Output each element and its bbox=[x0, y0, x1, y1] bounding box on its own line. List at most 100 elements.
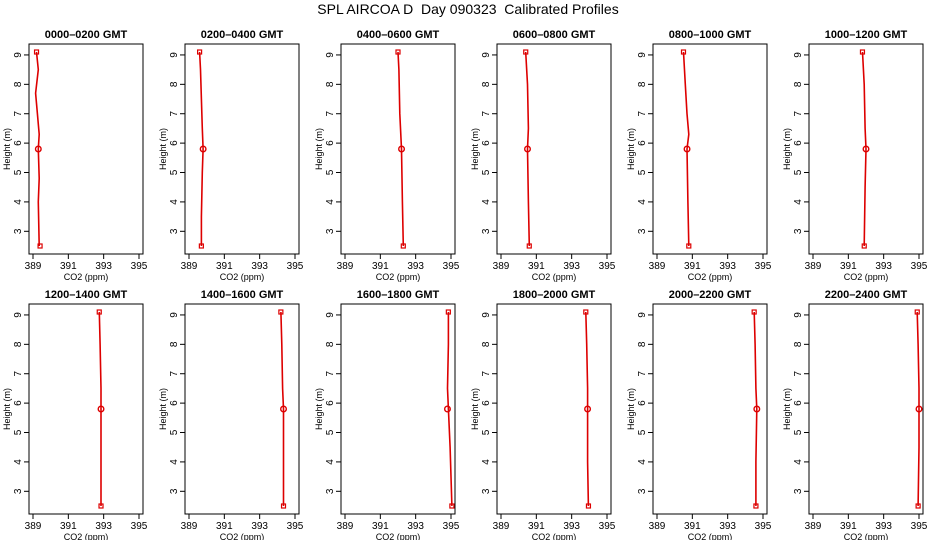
x-tick-label: 391 bbox=[60, 521, 77, 532]
x-axis-label: CO2 (ppm) bbox=[376, 532, 421, 540]
profile-point bbox=[198, 243, 204, 249]
y-tick-label: 8 bbox=[637, 81, 648, 87]
y-tick-label: 4 bbox=[169, 199, 180, 205]
y-axis-label: Height (m) bbox=[158, 388, 168, 430]
y-tick-label: 3 bbox=[793, 228, 804, 234]
profile-point bbox=[915, 405, 923, 413]
panel-title: 1000–1200 GMT bbox=[825, 29, 908, 41]
panel-12: 2200–2400 GMT 389 391 393 395 3 4 5 6 7 8 9 CO2 (ppm… bbox=[782, 289, 928, 540]
y-axis-label: Height (m) bbox=[782, 388, 792, 430]
y-tick-label: 3 bbox=[637, 488, 648, 494]
panel-title: 1600–1800 GMT bbox=[357, 289, 440, 301]
profile-line bbox=[397, 51, 405, 247]
panel-frame bbox=[496, 303, 612, 515]
profile-point bbox=[33, 49, 40, 55]
profile-point bbox=[526, 243, 532, 249]
profile-point bbox=[915, 503, 921, 509]
x-tick-label: 395 bbox=[131, 521, 148, 532]
panel-frame bbox=[496, 43, 612, 255]
panel-frame bbox=[808, 43, 924, 255]
x-tick-label: 393 bbox=[875, 261, 892, 272]
y-tick-label: 3 bbox=[481, 228, 492, 234]
y-tick-label: 3 bbox=[481, 488, 492, 494]
x-tick-label: 393 bbox=[407, 261, 424, 272]
y-tick-label: 3 bbox=[13, 488, 24, 494]
panel-title: 0000–0200 GMT bbox=[45, 29, 128, 41]
panel-6: 1000–1200 GMT 389 391 393 395 3 4 5 6 7 8 9 CO2 (ppm… bbox=[782, 29, 928, 282]
profile-point bbox=[443, 405, 451, 413]
profile-point bbox=[686, 243, 692, 249]
profile-line bbox=[98, 311, 102, 506]
x-axis-label: CO2 (ppm) bbox=[220, 532, 265, 540]
y-tick-label: 9 bbox=[169, 52, 180, 58]
profile-line bbox=[524, 51, 531, 247]
x-axis-label: CO2 (ppm) bbox=[844, 532, 889, 540]
y-tick-label: 4 bbox=[13, 459, 24, 465]
y-tick-label: 9 bbox=[481, 312, 492, 318]
x-tick-label: 389 bbox=[25, 261, 42, 272]
x-tick-label: 391 bbox=[216, 521, 233, 532]
profile-point bbox=[683, 145, 691, 153]
x-tick-label: 395 bbox=[599, 521, 616, 532]
profile-point bbox=[449, 503, 455, 509]
x-tick-label: 393 bbox=[95, 521, 112, 532]
x-tick-label: 389 bbox=[649, 261, 666, 272]
profile-point bbox=[753, 503, 759, 509]
panel-1: 0000–0200 GMT 389 391 393 395 3 4 5 6 7 8 9 CO2 (ppm… bbox=[2, 29, 148, 282]
x-tick-label: 389 bbox=[337, 521, 354, 532]
y-tick-label: 6 bbox=[169, 400, 180, 406]
y-axis-label: Height (m) bbox=[314, 388, 324, 430]
profile-line bbox=[753, 311, 758, 506]
x-tick-label: 395 bbox=[443, 521, 460, 532]
panel-title: 1800–2000 GMT bbox=[513, 289, 596, 301]
x-tick-label: 389 bbox=[181, 521, 198, 532]
panel-title: 1200–1400 GMT bbox=[45, 289, 128, 301]
y-tick-label: 3 bbox=[793, 488, 804, 494]
y-tick-label: 4 bbox=[793, 199, 804, 205]
y-axis-label: Height (m) bbox=[158, 128, 168, 170]
y-tick-label: 8 bbox=[793, 341, 804, 347]
profile-line bbox=[585, 311, 590, 507]
x-tick-label: 389 bbox=[805, 521, 822, 532]
profile-line bbox=[916, 311, 920, 507]
y-tick-label: 7 bbox=[637, 111, 648, 117]
profile-point bbox=[584, 405, 592, 413]
figure-title: SPL AIRCOA D Day 090323 Calibrated Profi… bbox=[317, 1, 619, 17]
y-tick-label: 7 bbox=[169, 371, 180, 377]
y-tick-label: 8 bbox=[13, 81, 24, 87]
panel-title: 0200–0400 GMT bbox=[201, 29, 284, 41]
panel-title: 1400–1600 GMT bbox=[201, 289, 284, 301]
x-tick-label: 393 bbox=[719, 521, 736, 532]
panel-frame bbox=[28, 43, 144, 255]
y-axis-label: Height (m) bbox=[314, 128, 324, 170]
y-tick-label: 9 bbox=[793, 52, 804, 58]
y-axis-label: Height (m) bbox=[2, 128, 12, 170]
profile-point bbox=[680, 49, 687, 55]
y-tick-label: 3 bbox=[637, 228, 648, 234]
y-tick-label: 9 bbox=[637, 312, 648, 318]
x-tick-label: 395 bbox=[911, 261, 928, 272]
x-tick-label: 395 bbox=[287, 261, 304, 272]
y-tick-label: 4 bbox=[13, 199, 24, 205]
x-tick-label: 393 bbox=[875, 521, 892, 532]
y-axis-label: Height (m) bbox=[782, 128, 792, 170]
panel-title: 0800–1000 GMT bbox=[669, 29, 752, 41]
profile-point bbox=[199, 145, 207, 153]
x-axis-label: CO2 (ppm) bbox=[844, 272, 889, 282]
y-axis-label: Height (m) bbox=[626, 128, 636, 170]
y-tick-label: 5 bbox=[481, 429, 492, 435]
panel-title: 0400–0600 GMT bbox=[357, 29, 440, 41]
x-tick-label: 391 bbox=[840, 261, 857, 272]
x-tick-label: 391 bbox=[372, 521, 389, 532]
y-tick-label: 4 bbox=[481, 199, 492, 205]
x-tick-label: 393 bbox=[563, 521, 580, 532]
x-tick-label: 395 bbox=[287, 521, 304, 532]
profile-point bbox=[523, 49, 529, 55]
x-tick-label: 395 bbox=[131, 261, 148, 272]
panel-frame bbox=[340, 43, 456, 255]
profile-point bbox=[37, 243, 43, 249]
y-tick-label: 7 bbox=[13, 371, 24, 377]
y-tick-label: 7 bbox=[325, 371, 336, 377]
x-axis-label: CO2 (ppm) bbox=[532, 272, 577, 282]
